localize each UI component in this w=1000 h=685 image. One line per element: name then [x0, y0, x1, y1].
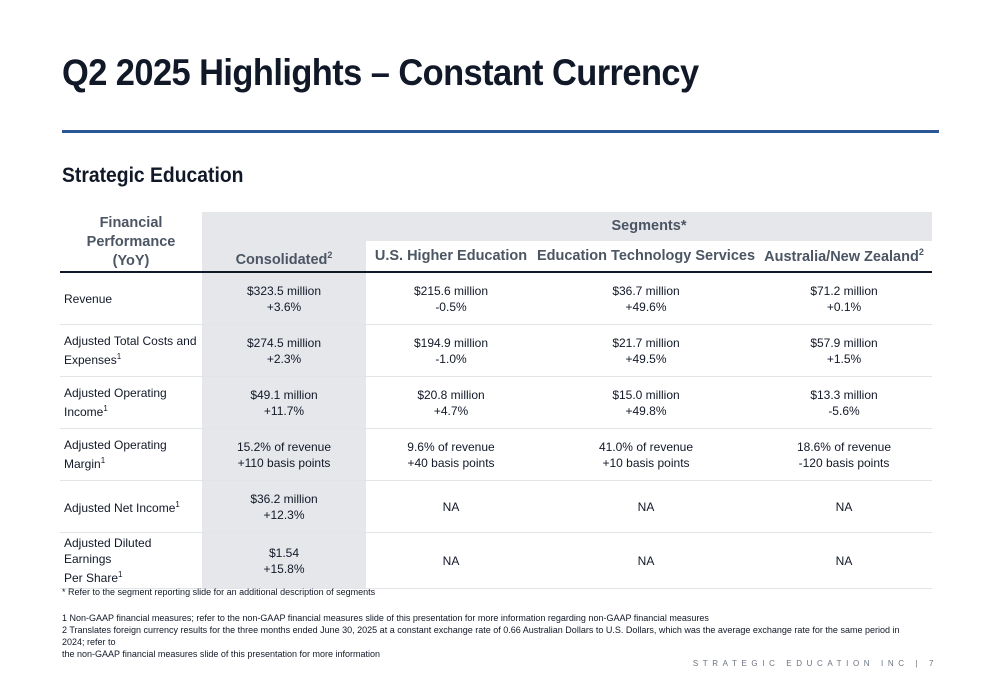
title-divider — [62, 130, 939, 133]
australia-new-zealand-value: $13.3 million -5.6% — [756, 376, 932, 429]
segment-header-education-technology-services: Education Technology Services — [536, 240, 756, 274]
education-technology-services-value: 41.0% of revenue +10 basis points — [536, 428, 756, 481]
footnotes: * Refer to the segment reporting slide f… — [62, 586, 922, 660]
australia-new-zealand-value: 18.6% of revenue -120 basis points — [756, 428, 932, 481]
us-higher-education-value: 9.6% of revenue +40 basis points — [366, 428, 536, 481]
row-label: Adjusted Operating Income1 — [60, 376, 202, 429]
australia-new-zealand-value: NA — [756, 532, 932, 589]
footer-company: STRATEGIC EDUCATION INC — [692, 659, 909, 668]
us-higher-education-value: $194.9 million -1.0% — [366, 324, 536, 377]
table-row: Adjusted Net Income1 $36.2 million +12.3% N… — [60, 480, 932, 533]
table-row: Revenue $323.5 million +3.6% $215.6 million… — [60, 272, 932, 325]
table-row: Adjusted Operating Margin1 15.2% of reven… — [60, 428, 932, 481]
us-higher-education-value: $215.6 million -0.5% — [366, 272, 536, 325]
education-technology-services-value: NA — [536, 532, 756, 589]
australia-new-zealand-value: $57.9 million +1.5% — [756, 324, 932, 377]
segment-header-us-higher-education: U.S. Higher Education — [366, 240, 536, 274]
consolidated-value: $1.54 +15.8% — [202, 532, 366, 589]
australia-new-zealand-value: $71.2 million +0.1% — [756, 272, 932, 325]
section-title: Strategic Education — [62, 164, 244, 187]
australia-new-zealand-value: NA — [756, 480, 932, 533]
table-row: Adjusted Diluted Earnings Per Share1 $1.54… — [60, 532, 932, 589]
consolidated-value: $323.5 million +3.6% — [202, 272, 366, 325]
consolidated-value: $49.1 million +11.7% — [202, 376, 366, 429]
consolidated-header: Consolidated2 — [202, 212, 366, 273]
row-label: Adjusted Total Costs and Expenses1 — [60, 324, 202, 377]
footer-separator: | — [915, 659, 923, 668]
row-label: Adjusted Diluted Earnings Per Share1 — [60, 532, 202, 589]
slide-footer: STRATEGIC EDUCATION INC | 7 — [693, 659, 938, 668]
financial-performance-table: Financial Performance (YoY) Consolidated2… — [60, 212, 932, 589]
row-label: Adjusted Operating Margin1 — [60, 428, 202, 481]
page-title: Q2 2025 Highlights – Constant Currency — [62, 52, 699, 93]
us-higher-education-value: NA — [366, 480, 536, 533]
segment-header-australia-new-zealand: Australia/New Zealand2 — [756, 240, 932, 274]
education-technology-services-value: $15.0 million +49.8% — [536, 376, 756, 429]
consolidated-value: $274.5 million +2.3% — [202, 324, 366, 377]
education-technology-services-value: $21.7 million +49.5% — [536, 324, 756, 377]
table-row: Adjusted Total Costs and Expenses1 $274.5 … — [60, 324, 932, 377]
consolidated-value: 15.2% of revenue +110 basis points — [202, 428, 366, 481]
us-higher-education-value: $20.8 million +4.7% — [366, 376, 536, 429]
education-technology-services-value: NA — [536, 480, 756, 533]
page-number: 7 — [928, 659, 938, 668]
financial-performance-header: Financial Performance (YoY) — [60, 212, 202, 273]
us-higher-education-value: NA — [366, 532, 536, 589]
table-row: Adjusted Operating Income1 $49.1 million +… — [60, 376, 932, 429]
education-technology-services-value: $36.7 million +49.6% — [536, 272, 756, 325]
segments-header: Segments* — [366, 212, 932, 241]
footnote-2: 2 Translates foreign currency results fo… — [62, 625, 900, 659]
consolidated-value: $36.2 million +12.3% — [202, 480, 366, 533]
row-label: Adjusted Net Income1 — [60, 480, 202, 533]
footnote-1: 1 Non-GAAP financial measures; refer to … — [62, 613, 709, 623]
row-label: Revenue — [60, 272, 202, 325]
footnote-segments: * Refer to the segment reporting slide f… — [62, 587, 376, 597]
